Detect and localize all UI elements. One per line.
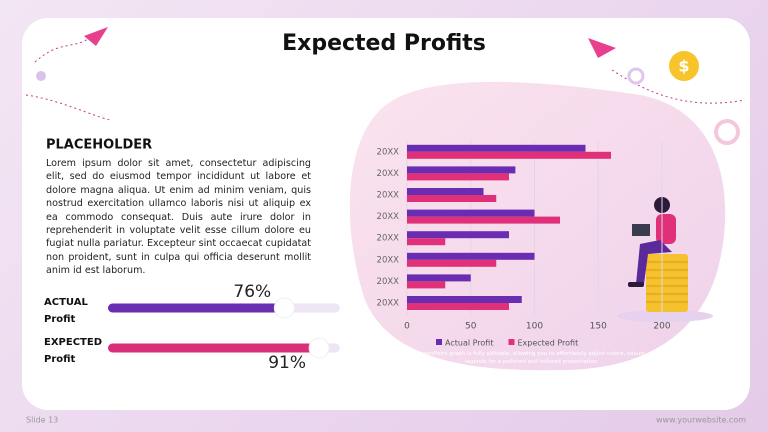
x-tick-label: 200	[653, 321, 670, 331]
progress-sublabel: Profit	[44, 354, 76, 365]
x-tick-label: 150	[590, 321, 607, 331]
bar	[407, 195, 497, 202]
body-text: Lorem ipsum dolor sit amet, consectetur …	[46, 158, 311, 277]
bar	[407, 274, 471, 282]
dot	[36, 71, 46, 81]
shadow	[617, 310, 713, 322]
bar	[407, 166, 516, 174]
caption-box: The PowerPoint graph is fully editable, …	[405, 351, 659, 365]
progress-fill	[108, 343, 320, 353]
progress-knob	[273, 297, 295, 319]
progress-bars: ACTUAL Profit 76% EXPECTED Profit 91%	[44, 282, 340, 373]
coin	[669, 51, 699, 81]
section-heading: PLACEHOLDER	[46, 138, 152, 153]
legend-swatch	[508, 339, 515, 345]
y-tick-label: 20XX	[377, 277, 400, 287]
y-tick-label: 20XX	[377, 169, 400, 179]
y-tick-label: 20XX	[377, 299, 400, 309]
chart: 0 50 100 150 200 20XX 20XX 20XX 20XX 20XX 20XX 20XX…	[377, 141, 671, 365]
gear	[627, 67, 645, 85]
bar	[407, 173, 509, 181]
y-tick-label: 20XX	[377, 191, 400, 201]
progress-fill	[108, 303, 285, 313]
progress-sublabel: Profit	[44, 314, 76, 325]
y-tick-label: 20XX	[377, 234, 400, 244]
progress-label: EXPECTED	[44, 337, 102, 348]
gear	[714, 119, 740, 145]
dash-path	[34, 37, 91, 63]
y-tick-label: 20XX	[377, 147, 400, 157]
title: Expected Profits	[282, 31, 486, 56]
x-tick-label: 0	[404, 321, 410, 331]
x-tick-label: 50	[465, 321, 477, 331]
bar	[407, 303, 509, 310]
bar	[407, 259, 497, 267]
progress-value: 91%	[268, 353, 306, 373]
slide-number: Slide 13	[26, 416, 58, 425]
legend-label: Expected Profit	[517, 339, 578, 348]
x-tick-label: 100	[526, 321, 543, 331]
coin-sign: $	[678, 57, 689, 76]
bar	[407, 144, 586, 152]
bar	[407, 296, 522, 303]
bar	[407, 151, 611, 159]
bar	[407, 209, 535, 217]
legend-label: Actual Profit	[445, 339, 493, 348]
dash-path	[611, 69, 746, 104]
bar	[407, 252, 535, 260]
bar	[407, 188, 484, 195]
bar	[407, 238, 446, 246]
y-tick-label: 20XX	[377, 212, 400, 222]
bar	[407, 216, 560, 224]
website: www.yourwebsite.com	[656, 416, 746, 425]
paper-plane	[588, 38, 616, 58]
y-tick-label: 20XX	[377, 255, 400, 265]
person	[628, 197, 676, 287]
bar	[407, 231, 509, 239]
legend-swatch	[436, 339, 442, 345]
progress-label: ACTUAL	[44, 297, 88, 308]
coin-stack	[646, 254, 688, 312]
progress-knob	[308, 337, 330, 359]
dash-path	[25, 94, 111, 121]
chart-caption: The PowerPoint graph is fully editable, …	[405, 351, 659, 365]
bar	[407, 281, 446, 289]
paper-plane	[84, 27, 108, 46]
progress-value: 76%	[233, 282, 271, 302]
